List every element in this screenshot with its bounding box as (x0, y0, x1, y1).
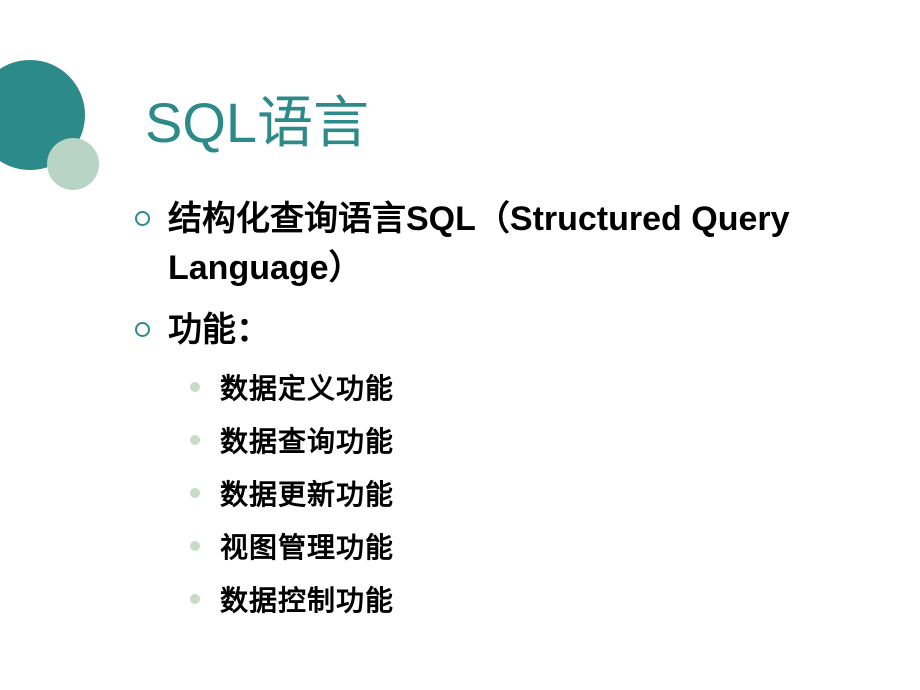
slide-title: SQL语言 (145, 78, 369, 159)
bullet-dot-icon (190, 435, 200, 445)
bullet-dot-icon (190, 594, 200, 604)
sub-list-item: 数据查询功能 (190, 420, 855, 460)
sub-list-item: 数据控制功能 (190, 579, 855, 619)
sub-list-item-text: 数据定义功能 (220, 367, 394, 407)
sub-list: 数据定义功能 数据查询功能 数据更新功能 视图管理功能 数据控制功能 (190, 367, 855, 619)
sub-list-item: 视图管理功能 (190, 526, 855, 566)
sub-list-item: 数据定义功能 (190, 367, 855, 407)
slide-content: 结构化查询语言SQL（Structured Query Language） 功能… (135, 195, 855, 632)
bullet-circle-icon (135, 211, 150, 226)
bullet-dot-icon (190, 382, 200, 392)
list-item: 结构化查询语言SQL（Structured Query Language） (135, 195, 855, 294)
sub-list-item: 数据更新功能 (190, 473, 855, 513)
list-item-text: 功能： (168, 306, 270, 355)
list-item: 功能： (135, 306, 855, 355)
sub-list-item-text: 数据查询功能 (220, 420, 394, 460)
sub-list-item-text: 数据控制功能 (220, 579, 394, 619)
bullet-circle-icon (135, 322, 150, 337)
sub-list-item-text: 视图管理功能 (220, 526, 394, 566)
list-item-text: 结构化查询语言SQL（Structured Query Language） (168, 195, 855, 294)
sub-list-item-text: 数据更新功能 (220, 473, 394, 513)
bullet-dot-icon (190, 541, 200, 551)
corner-decoration (0, 60, 95, 200)
decoration-circle-small (47, 138, 99, 190)
bullet-dot-icon (190, 488, 200, 498)
